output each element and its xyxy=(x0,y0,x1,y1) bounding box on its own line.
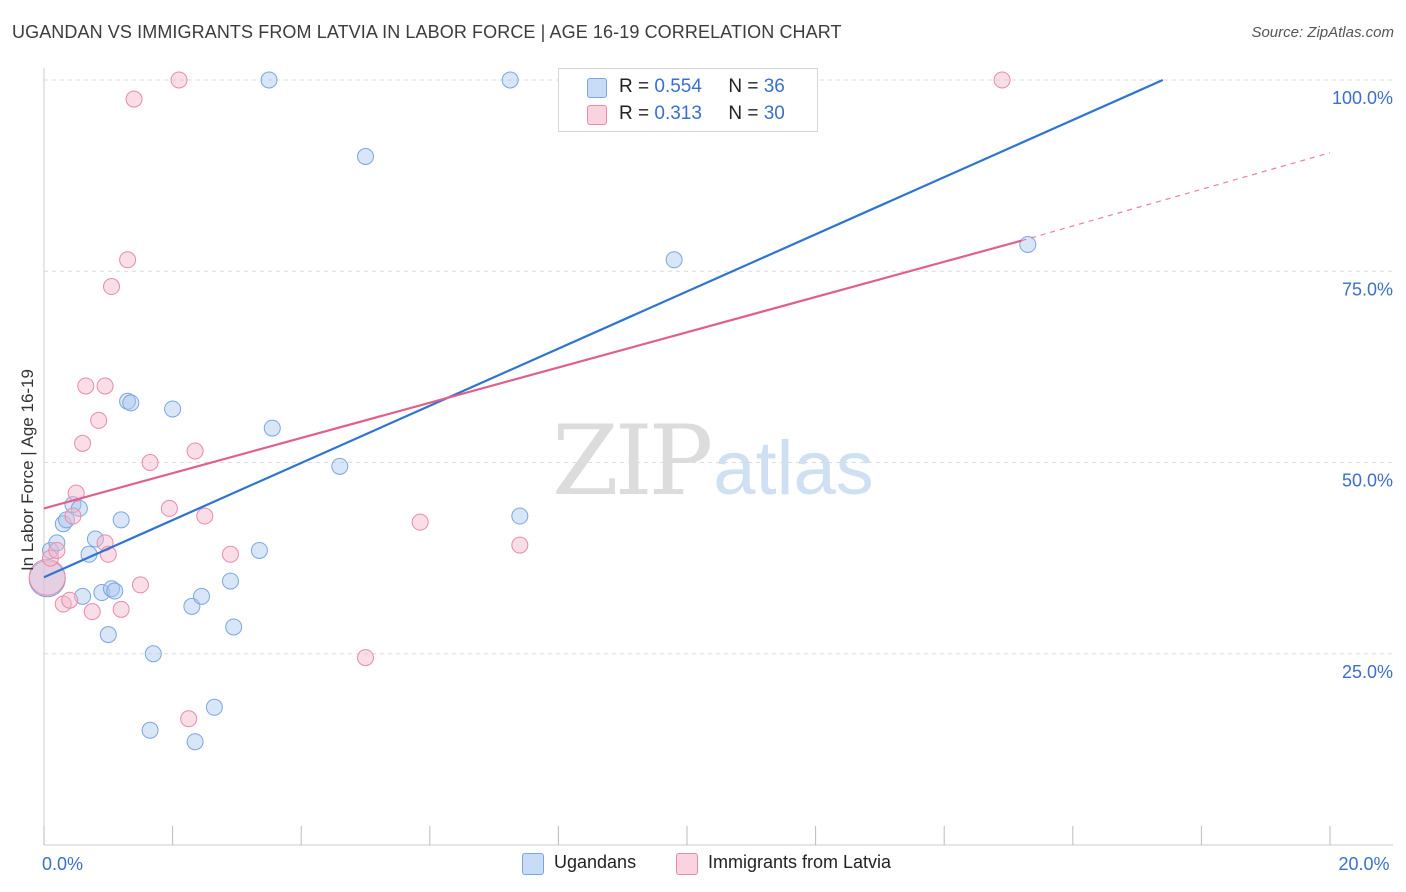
ugandan-point xyxy=(144,645,162,663)
watermark-zip: ZIP xyxy=(552,405,713,517)
latvia-point xyxy=(96,377,114,395)
ugandan-point xyxy=(122,394,140,412)
latvia-point xyxy=(48,541,66,559)
ugandan-point xyxy=(103,580,121,598)
ugandan-point xyxy=(186,733,204,751)
latvia-point xyxy=(77,377,95,395)
ugandan-point xyxy=(106,582,124,600)
ugandan-point xyxy=(511,507,529,525)
source-label: Source: ZipAtlas.com xyxy=(1251,24,1394,41)
latvia-point xyxy=(90,411,108,429)
ugandan-point xyxy=(331,457,349,475)
latvia-trend-line xyxy=(43,239,1022,510)
ugandan-point xyxy=(665,251,683,269)
ugandan-point xyxy=(260,71,278,89)
ugandan-point xyxy=(93,584,111,602)
ugandan-point xyxy=(193,587,211,605)
legend-r-label: R = xyxy=(619,103,650,124)
ugandan-point xyxy=(86,530,104,548)
legend-label-ugandans: Ugandans xyxy=(554,852,637,872)
latvia-point xyxy=(411,513,429,531)
latvia-trend-extension xyxy=(1021,152,1331,242)
legend-n-label: N = xyxy=(728,76,759,97)
tick-labels: 100.0% 75.0% 50.0% 25.0% 0.0% 20.0% xyxy=(42,88,1393,874)
chart-title: UGANDAN VS IMMIGRANTS FROM LATVIA IN LAB… xyxy=(12,22,842,42)
legend-swatch-latvia xyxy=(676,853,698,875)
ugandan-point xyxy=(164,400,182,418)
latvia-point xyxy=(67,484,85,502)
latvia-point xyxy=(170,71,188,89)
latvia-point xyxy=(125,90,143,108)
latvia-point xyxy=(196,507,214,525)
legend-r-value: 0.313 xyxy=(654,103,702,124)
axes xyxy=(43,68,1393,846)
latvia-point xyxy=(357,649,374,667)
y-tick-label: 25.0% xyxy=(1342,662,1393,682)
ugandan-point xyxy=(205,698,223,716)
latvia-point xyxy=(83,603,101,621)
latvia-point xyxy=(112,600,130,618)
ugandan-point xyxy=(250,541,268,559)
x-tick-label: 20.0% xyxy=(1338,854,1389,874)
ugandan-point xyxy=(225,618,243,636)
latvia-point xyxy=(74,434,92,452)
latvia-point xyxy=(186,442,204,460)
latvia-point xyxy=(141,454,159,471)
y-tick-label: 75.0% xyxy=(1342,279,1393,299)
legend-swatch-latvia xyxy=(587,105,607,125)
latvia-point xyxy=(61,591,79,609)
ugandan-point xyxy=(501,71,519,89)
ugandan-point xyxy=(263,419,281,437)
latvia-point xyxy=(119,251,137,269)
latvia-point xyxy=(511,536,529,554)
latvia-point xyxy=(180,710,198,728)
legend-r-label: R = xyxy=(619,76,650,97)
latvia-point xyxy=(993,71,1011,89)
legend-n-value: 30 xyxy=(763,103,785,124)
legend-r-value: 0.554 xyxy=(654,76,702,97)
ugandan-point xyxy=(357,148,374,165)
data-points xyxy=(28,71,1037,751)
correlation-legend: R = 0.554 N = 36 R = 0.313 N = 30 xyxy=(558,68,818,132)
y-axis-label: In Labor Force | Age 16-19 xyxy=(18,369,37,571)
latvia-point xyxy=(160,499,178,517)
latvia-point xyxy=(131,576,149,594)
gridlines xyxy=(44,79,1393,655)
latvia-point xyxy=(64,507,82,525)
ugandan-point xyxy=(99,626,117,644)
latvia-point xyxy=(28,558,66,596)
y-tick-label: 50.0% xyxy=(1342,471,1393,491)
trend-lines xyxy=(43,78,1331,579)
watermark: ZIPatlas xyxy=(552,405,874,517)
ugandan-trend-line xyxy=(43,78,1164,579)
latvia-point xyxy=(103,278,121,296)
ugandan-point xyxy=(221,572,239,590)
x-tick-label: 0.0% xyxy=(42,854,83,874)
legend-swatch-ugandans xyxy=(587,78,607,98)
watermark-atlas: atlas xyxy=(713,426,874,511)
legend-swatch-ugandans xyxy=(522,853,544,875)
ugandan-point xyxy=(1019,235,1037,253)
ugandan-point xyxy=(112,511,130,529)
latvia-point xyxy=(221,545,239,563)
legend-n-value: 36 xyxy=(763,76,785,97)
legend-n-label: N = xyxy=(728,103,759,124)
y-tick-label: 100.0% xyxy=(1332,88,1393,108)
ugandan-point xyxy=(74,587,92,605)
ugandan-point xyxy=(141,721,159,739)
legend-label-latvia: Immigrants from Latvia xyxy=(708,852,892,872)
